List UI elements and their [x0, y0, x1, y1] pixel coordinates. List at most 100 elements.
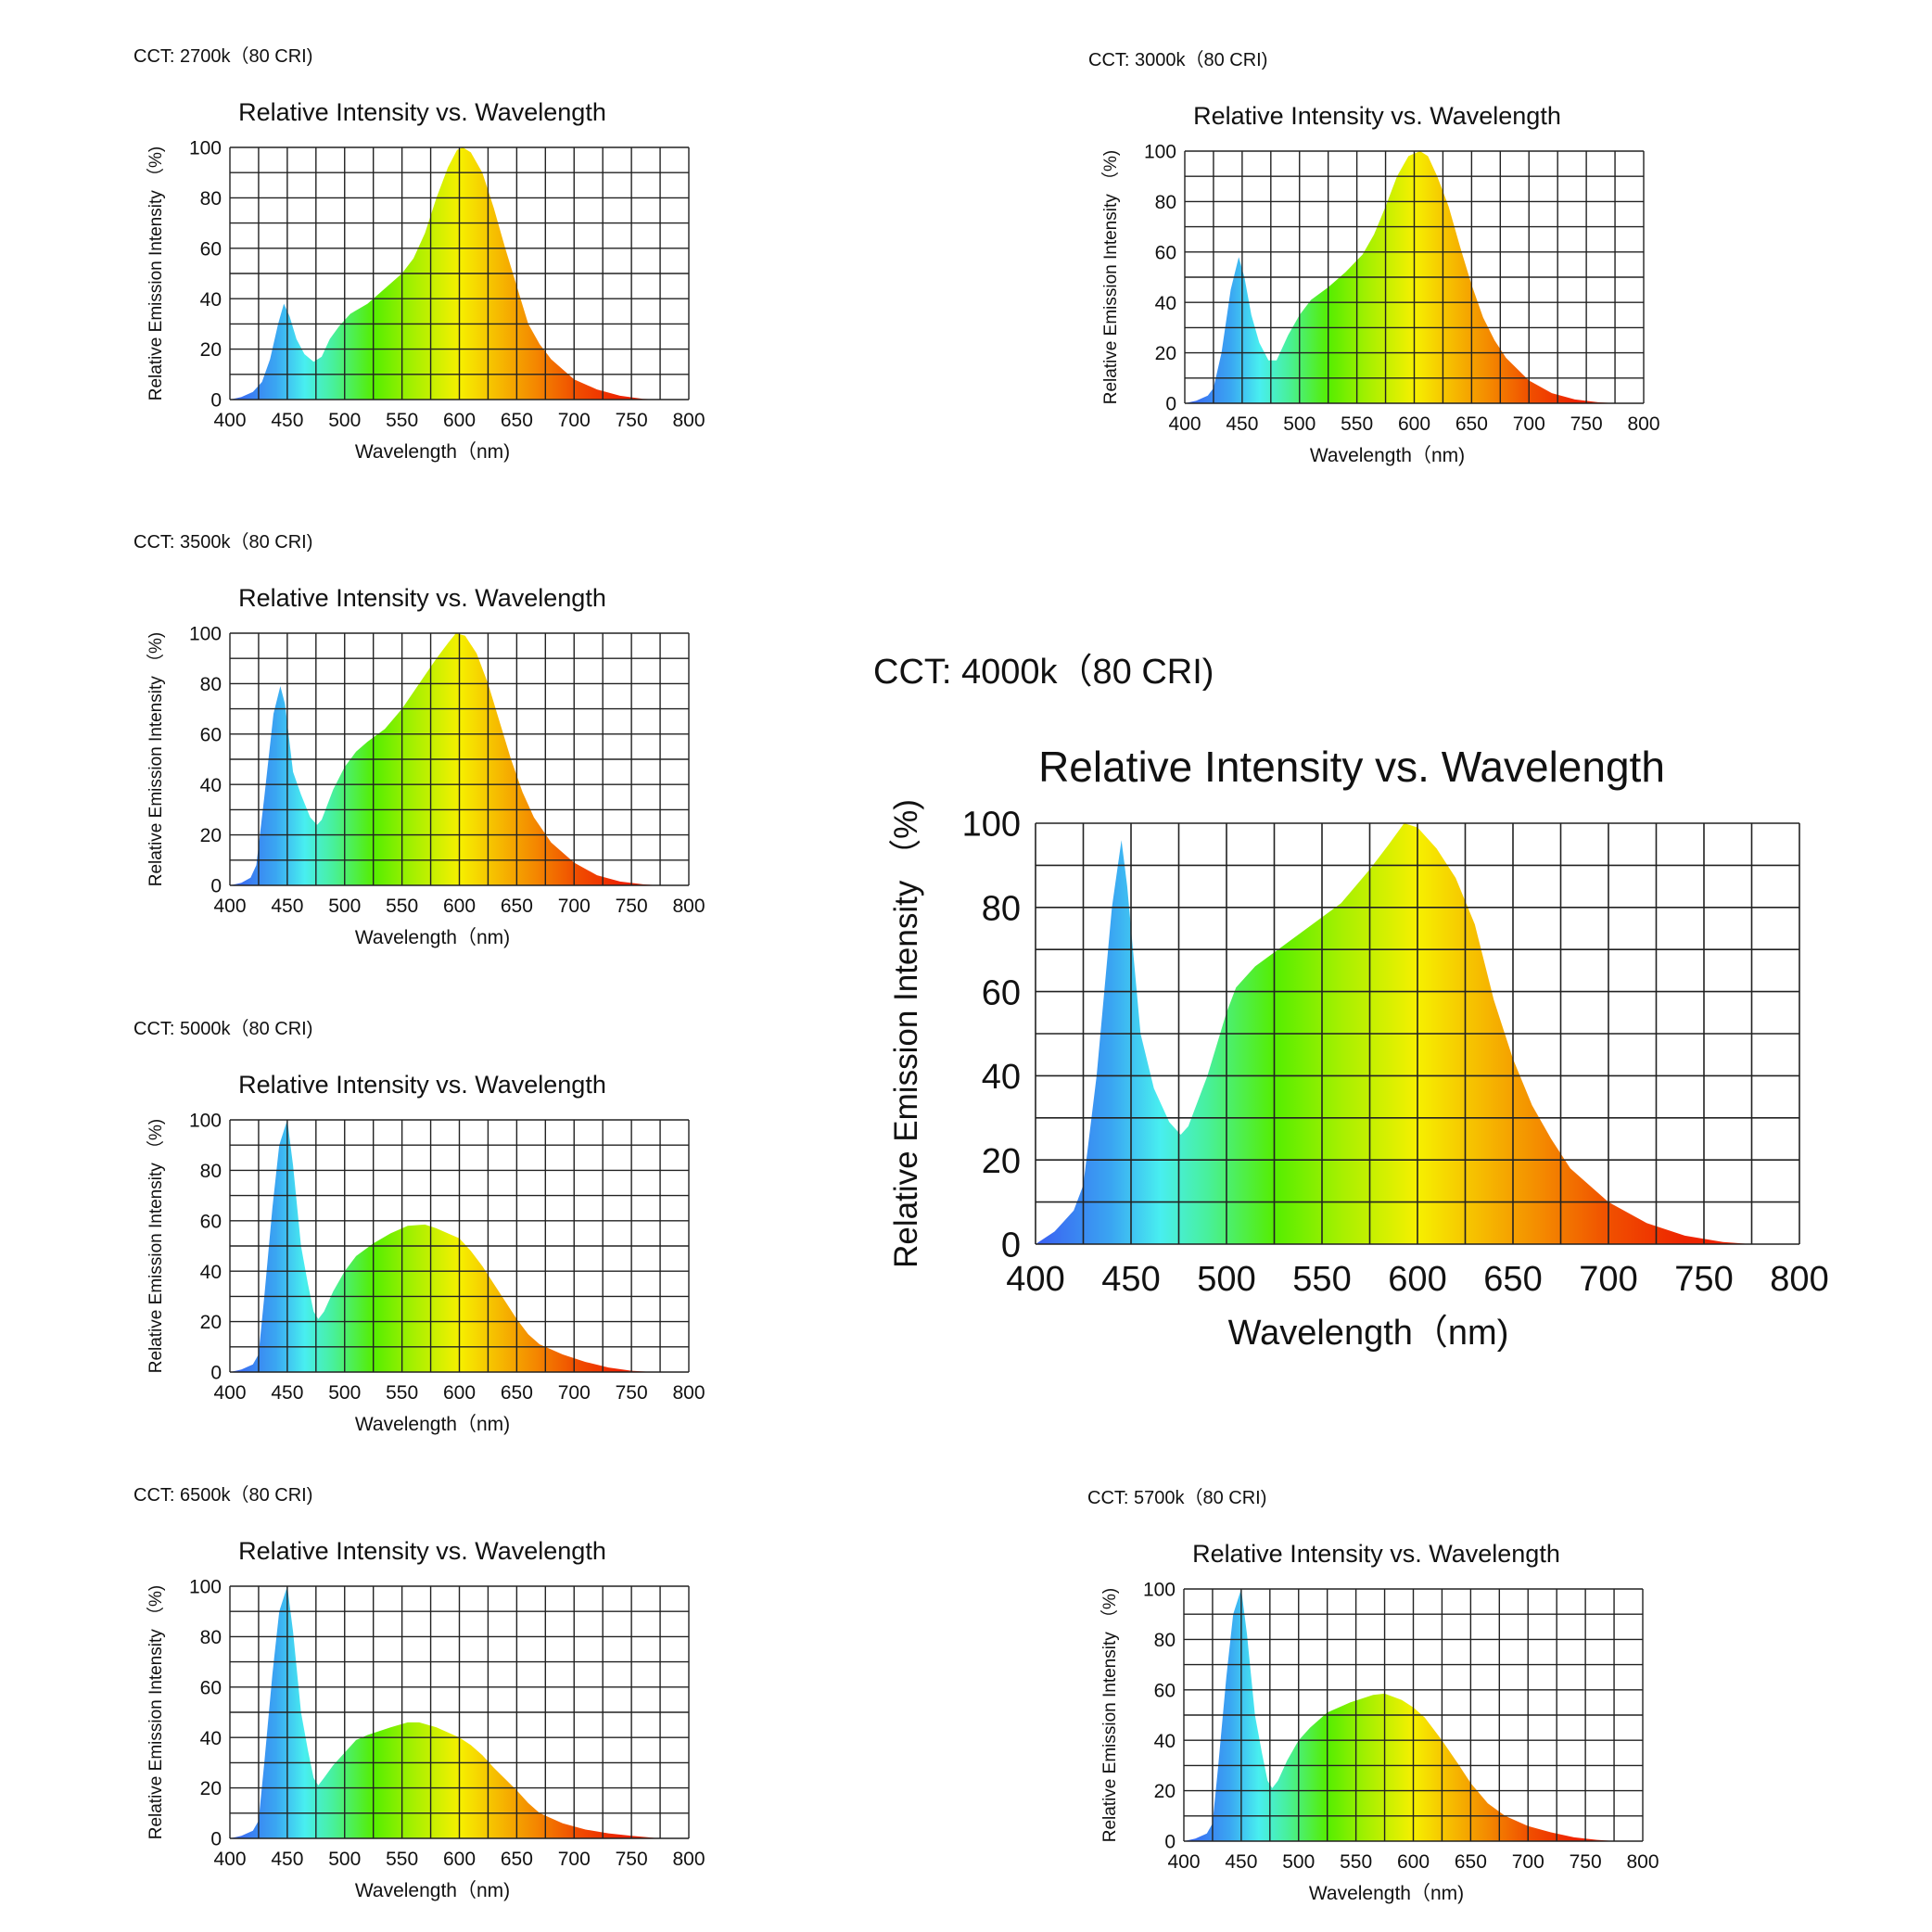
y-tick-label: 40: [1154, 1731, 1176, 1752]
x-tick-label: 800: [1627, 413, 1659, 435]
chart-title: Relative Intensity vs. Wavelength: [1193, 102, 1561, 130]
x-tick-label: 600: [443, 1382, 476, 1404]
x-axis-label: Wavelength（nm): [355, 1880, 510, 1901]
x-tick-label: 650: [501, 410, 533, 431]
spectrum-chart: CCT: 6500k（80 CRI) Relative Intensity vs.…: [133, 1484, 705, 1901]
x-tick-label: 450: [1101, 1260, 1160, 1299]
y-tick-label: 20: [200, 1312, 222, 1333]
x-tick-label: 600: [443, 896, 476, 917]
y-tick-label: 20: [200, 339, 222, 361]
y-tick-label: 20: [1154, 1781, 1176, 1802]
x-tick-label: 800: [672, 1849, 705, 1870]
x-tick-label: 700: [558, 896, 591, 917]
x-tick-label: 650: [501, 896, 533, 917]
y-tick-label: 100: [189, 624, 222, 645]
cct-label: CCT: 3000k（80 CRI): [1088, 49, 1267, 70]
x-tick-label: 550: [1340, 1851, 1372, 1873]
cct-label: CCT: 4000k（80 CRI): [873, 653, 1214, 692]
x-tick-label: 750: [1570, 1851, 1602, 1873]
x-tick-label: 800: [672, 1382, 705, 1404]
y-tick-label: 40: [200, 1728, 222, 1749]
y-tick-label: 100: [1143, 1580, 1176, 1601]
chart-title: Relative Intensity vs. Wavelength: [238, 1071, 606, 1099]
y-axis-label: Relative Emission Intensity （%): [888, 799, 924, 1268]
chart-title: Relative Intensity vs. Wavelength: [238, 98, 606, 126]
cct-label: CCT: 6500k（80 CRI): [133, 1484, 312, 1506]
y-tick-label: 20: [200, 825, 222, 846]
y-tick-label: 60: [1155, 242, 1176, 263]
y-tick-label: 40: [200, 775, 222, 796]
x-tick-label: 650: [1455, 413, 1488, 435]
x-tick-label: 750: [1570, 413, 1603, 435]
x-axis-label: Wavelength（nm): [355, 441, 510, 463]
y-tick-label: 80: [200, 674, 222, 695]
x-tick-label: 750: [1674, 1260, 1733, 1299]
x-tick-label: 450: [271, 1849, 303, 1870]
x-tick-label: 500: [1197, 1260, 1255, 1299]
cct-label: CCT: 3500k（80 CRI): [133, 531, 312, 553]
x-tick-label: 700: [558, 410, 591, 431]
y-tick-label: 60: [200, 724, 222, 745]
x-tick-label: 650: [1455, 1851, 1487, 1873]
spectrum-area: [230, 1586, 661, 1838]
x-tick-label: 400: [213, 896, 246, 917]
spectrum-chart: CCT: 2700k（80 CRI) Relative Intensity vs.…: [133, 45, 705, 463]
x-axis-label: Wavelength（nm): [1310, 445, 1465, 466]
x-tick-label: 450: [1225, 1851, 1257, 1873]
x-tick-label: 800: [1770, 1260, 1828, 1299]
x-tick-label: 600: [443, 410, 476, 431]
x-tick-label: 500: [328, 410, 361, 431]
x-tick-label: 550: [386, 1382, 418, 1404]
y-tick-label: 80: [200, 1161, 222, 1182]
cct-label: CCT: 5000k（80 CRI): [133, 1018, 312, 1039]
y-tick-label: 100: [962, 806, 1021, 845]
y-tick-label: 60: [1154, 1680, 1176, 1701]
chart-title: Relative Intensity vs. Wavelength: [1038, 743, 1665, 791]
x-axis-label: Wavelength（nm): [355, 927, 510, 948]
x-tick-label: 450: [271, 1382, 303, 1404]
y-tick-label: 80: [200, 188, 222, 210]
x-tick-label: 600: [1397, 1851, 1430, 1873]
y-tick-label: 0: [210, 1829, 222, 1850]
y-axis-label: Relative Emission Intensity （%): [146, 146, 166, 401]
x-tick-label: 700: [1512, 1851, 1544, 1873]
x-tick-label: 500: [328, 896, 361, 917]
y-tick-label: 0: [1164, 1832, 1176, 1853]
x-tick-label: 550: [386, 1849, 418, 1870]
x-tick-label: 700: [558, 1849, 591, 1870]
x-tick-label: 650: [501, 1849, 533, 1870]
spectrum-chart: CCT: 5700k（80 CRI) Relative Intensity vs.…: [1087, 1487, 1659, 1904]
chart-title: Relative Intensity vs. Wavelength: [238, 584, 606, 612]
x-tick-label: 800: [672, 896, 705, 917]
x-tick-label: 700: [558, 1382, 591, 1404]
y-axis-label: Relative Emission Intensity （%): [146, 632, 166, 887]
y-tick-label: 80: [200, 1627, 222, 1648]
x-tick-label: 550: [1292, 1260, 1351, 1299]
x-tick-label: 550: [1341, 413, 1373, 435]
x-tick-label: 400: [213, 1849, 246, 1870]
x-tick-label: 700: [1513, 413, 1545, 435]
x-axis-label: Wavelength（nm): [1228, 1314, 1509, 1353]
y-tick-label: 100: [189, 1111, 222, 1132]
x-tick-label: 650: [501, 1382, 533, 1404]
y-tick-label: 40: [200, 1262, 222, 1283]
y-tick-label: 60: [200, 1211, 222, 1232]
y-tick-label: 60: [200, 1677, 222, 1698]
x-tick-label: 800: [1626, 1851, 1659, 1873]
x-tick-label: 400: [1167, 1851, 1200, 1873]
y-tick-label: 20: [200, 1778, 222, 1799]
y-tick-label: 40: [1155, 293, 1176, 314]
x-tick-label: 450: [271, 410, 303, 431]
y-axis-label: Relative Emission Intensity （%): [146, 1119, 166, 1374]
y-tick-label: 80: [1154, 1630, 1176, 1651]
y-axis-label: Relative Emission Intensity （%): [1099, 1588, 1120, 1843]
spectrum-chart: CCT: 3000k（80 CRI) Relative Intensity vs.…: [1088, 49, 1660, 466]
y-axis-label: Relative Emission Intensity （%): [1100, 150, 1121, 405]
y-tick-label: 60: [200, 238, 222, 260]
y-tick-label: 20: [982, 1142, 1021, 1181]
x-tick-label: 750: [616, 410, 648, 431]
y-tick-label: 0: [210, 1363, 222, 1384]
cct-label: CCT: 2700k（80 CRI): [133, 45, 312, 67]
